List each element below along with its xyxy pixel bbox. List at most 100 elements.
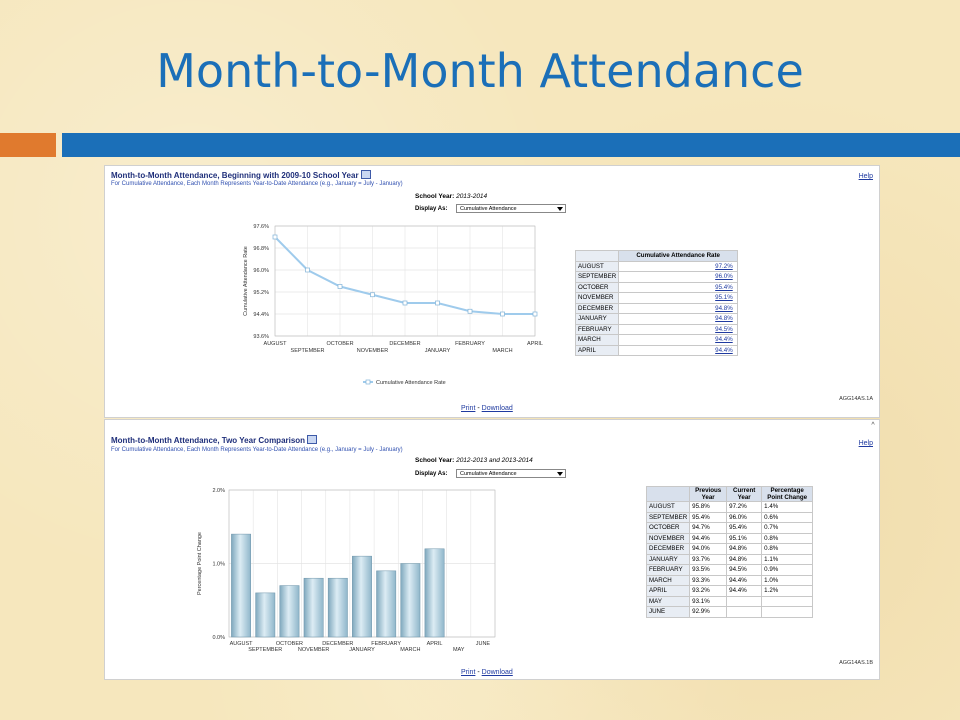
current-year-cell: 96.0%	[726, 511, 763, 523]
rate-link[interactable]: 96.0%	[715, 273, 733, 281]
rate-cell: 94.8%	[618, 313, 739, 325]
comparison-table: Previous Year Current Year Percentage Po…	[645, 486, 814, 618]
current-year-cell: 94.4%	[726, 574, 763, 586]
download-link[interactable]: Download	[481, 405, 513, 412]
month-cell: AUGUST	[574, 260, 620, 272]
bar	[352, 555, 372, 638]
previous-year-cell: 94.4%	[689, 532, 728, 544]
rate-link[interactable]: 94.8%	[715, 315, 733, 323]
table-row: MAY 93.1%	[645, 595, 814, 607]
month-cell: MARCH	[574, 334, 620, 346]
table-row: MARCH 94.4%	[574, 334, 739, 346]
change-cell: 0.6%	[761, 511, 814, 523]
help-link[interactable]: Help	[858, 440, 873, 447]
month-cell: FEBRUARY	[645, 564, 691, 576]
current-year-cell: 94.4%	[726, 585, 763, 597]
table-row: NOVEMBER 95.1%	[574, 292, 739, 304]
rate-cell: 94.4%	[618, 344, 739, 356]
display-as-select[interactable]: Cumulative Attendance	[456, 469, 566, 478]
x-tick-label: FEBRUARY	[371, 641, 401, 647]
y-tick-label: 97.6%	[253, 224, 269, 230]
current-year-cell: 94.8%	[726, 553, 763, 565]
display-as-value: Cumulative Attendance	[460, 206, 517, 212]
y-tick-label: 96.8%	[253, 246, 269, 252]
report-title: Month-to-Month Attendance, Two Year Comp…	[111, 435, 318, 445]
table-row: DECEMBER 94.8%	[574, 302, 739, 314]
rate-link[interactable]: 95.1%	[715, 294, 733, 302]
data-point	[272, 234, 278, 240]
display-as-label: Display As:	[415, 206, 448, 212]
x-tick-label: SEPTEMBER	[248, 647, 282, 653]
y-tick-label: 96.0%	[253, 268, 269, 274]
print-link[interactable]: Print	[461, 405, 476, 412]
month-cell: JANUARY	[645, 553, 691, 565]
report-title-text: Month-to-Month Attendance, Two Year Comp…	[111, 436, 306, 445]
month-cell: AUGUST	[645, 501, 691, 513]
bar	[327, 577, 348, 638]
info-icon[interactable]	[360, 170, 371, 179]
report-subtitle: For Cumulative Attendance, Each Month Re…	[111, 447, 403, 453]
month-cell: JANUARY	[574, 313, 620, 325]
table-row: FEBRUARY 93.5% 94.5% 0.9%	[645, 564, 814, 576]
table-header-row: Previous Year Current Year Percentage Po…	[645, 486, 814, 502]
x-tick-label: AUGUST	[264, 341, 288, 347]
change-cell: 0.8%	[761, 532, 814, 544]
change-cell: 0.9%	[761, 564, 814, 576]
rate-link[interactable]: 94.5%	[715, 325, 733, 333]
accent-bar-orange	[0, 133, 56, 157]
rate-link[interactable]: 94.4%	[715, 346, 733, 354]
bar	[400, 563, 421, 638]
attendance-rate-table: Cumulative Attendance Rate AUGUST 97.2% SE…	[574, 250, 739, 356]
current-year-cell: 95.1%	[726, 532, 763, 544]
x-tick-label: MARCH	[400, 647, 420, 653]
x-tick-label: NOVEMBER	[357, 348, 389, 354]
report-title: Month-to-Month Attendance, Beginning wit…	[111, 170, 371, 180]
table-row: NOVEMBER 94.4% 95.1% 0.8%	[645, 532, 814, 544]
month-cell: SEPTEMBER	[645, 511, 691, 523]
print-link[interactable]: Print	[461, 669, 476, 676]
change-cell: 1.1%	[761, 553, 814, 565]
table-header-current-year: Current Year	[726, 486, 763, 502]
change-cell	[761, 595, 814, 607]
plot-frame	[274, 225, 536, 337]
bar	[279, 585, 300, 638]
previous-year-cell: 94.7%	[689, 522, 728, 534]
report-subtitle: For Cumulative Attendance, Each Month Re…	[111, 181, 403, 187]
rate-cell: 94.8%	[618, 302, 739, 314]
rate-link[interactable]: 95.4%	[715, 283, 733, 291]
info-icon[interactable]	[307, 435, 318, 444]
display-as-label: Display As:	[415, 471, 448, 477]
month-cell: OCTOBER	[645, 522, 691, 534]
table-row: MARCH 93.3% 94.4% 1.0%	[645, 574, 814, 586]
month-cell: DECEMBER	[645, 543, 691, 555]
bar-chart: 2.0% 1.0% 0.0% Percentage Point Change AUGUS…	[197, 488, 496, 653]
rate-link[interactable]: 97.2%	[715, 262, 733, 270]
x-tick-label: JANUARY	[425, 348, 451, 354]
rate-link[interactable]: 94.4%	[715, 336, 733, 344]
x-tick-label: NOVEMBER	[298, 647, 330, 653]
download-link[interactable]: Download	[481, 669, 513, 676]
x-tick-label: APRIL	[527, 341, 543, 347]
table-row: APRIL 94.4%	[574, 344, 739, 356]
previous-year-cell: 92.9%	[689, 606, 728, 618]
table-row: DECEMBER 94.0% 94.8% 0.8%	[645, 543, 814, 555]
previous-year-cell: 93.3%	[689, 574, 728, 586]
rate-cell: 94.4%	[618, 334, 739, 346]
comparison-report-panel: ^ Month-to-Month Attendance, Two Year Co…	[104, 419, 880, 680]
help-link[interactable]: Help	[858, 173, 873, 180]
link-separator: -	[477, 669, 480, 676]
table-row: FEBRUARY 94.5%	[574, 323, 739, 335]
display-as-value: Cumulative Attendance	[460, 471, 517, 477]
scroll-up-icon[interactable]: ^	[871, 422, 875, 429]
previous-year-cell: 95.8%	[689, 501, 728, 513]
y-axis-label: Cumulative Attendance Rate	[243, 246, 249, 316]
month-cell: JUNE	[645, 606, 691, 618]
change-cell: 1.4%	[761, 501, 814, 513]
bar	[303, 577, 324, 638]
y-tick-label: 94.4%	[253, 312, 269, 318]
school-year-label: School Year:	[415, 193, 455, 200]
rate-link[interactable]: 94.8%	[715, 304, 733, 312]
previous-year-cell: 94.0%	[689, 543, 728, 555]
display-as-select[interactable]: Cumulative Attendance	[456, 204, 566, 213]
x-tick-label: MARCH	[492, 348, 512, 354]
